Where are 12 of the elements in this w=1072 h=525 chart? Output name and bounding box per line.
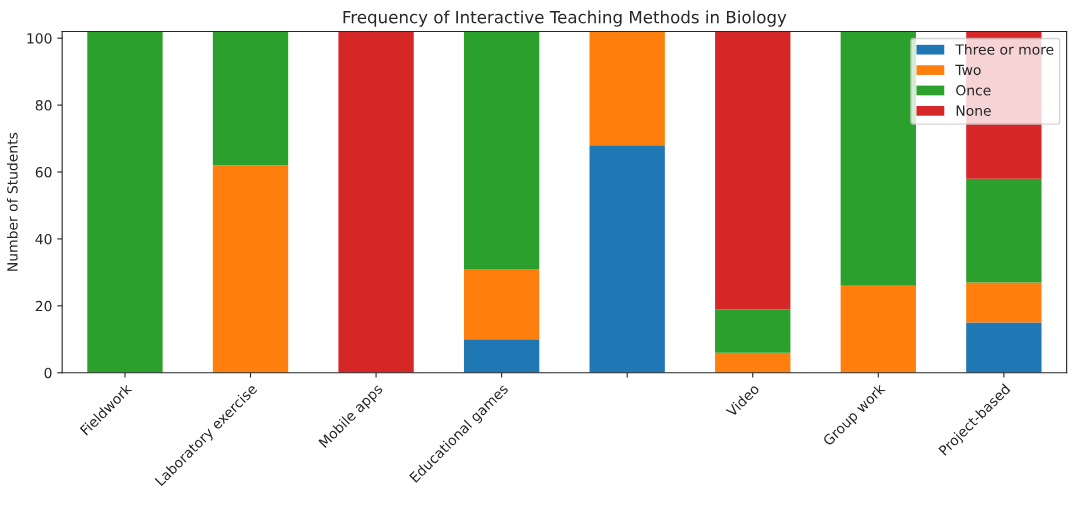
legend-label: Three or more bbox=[955, 44, 1054, 55]
y-tick-label: 20 bbox=[35, 300, 52, 312]
y-tick-label: 40 bbox=[35, 233, 52, 245]
y-tick-label: 60 bbox=[35, 166, 52, 178]
chart-title: Frequency of Interactive Teaching Methods in Biology bbox=[343, 10, 787, 27]
y-tick-label: 0 bbox=[44, 367, 52, 379]
legend-label: Once bbox=[956, 85, 991, 96]
y-axis-title: Number of Students bbox=[6, 132, 18, 271]
y-tick-label: 80 bbox=[35, 100, 52, 111]
legend-label: Two bbox=[955, 64, 981, 76]
legend-label: None bbox=[956, 105, 991, 116]
y-tick-label: 100 bbox=[27, 33, 52, 44]
